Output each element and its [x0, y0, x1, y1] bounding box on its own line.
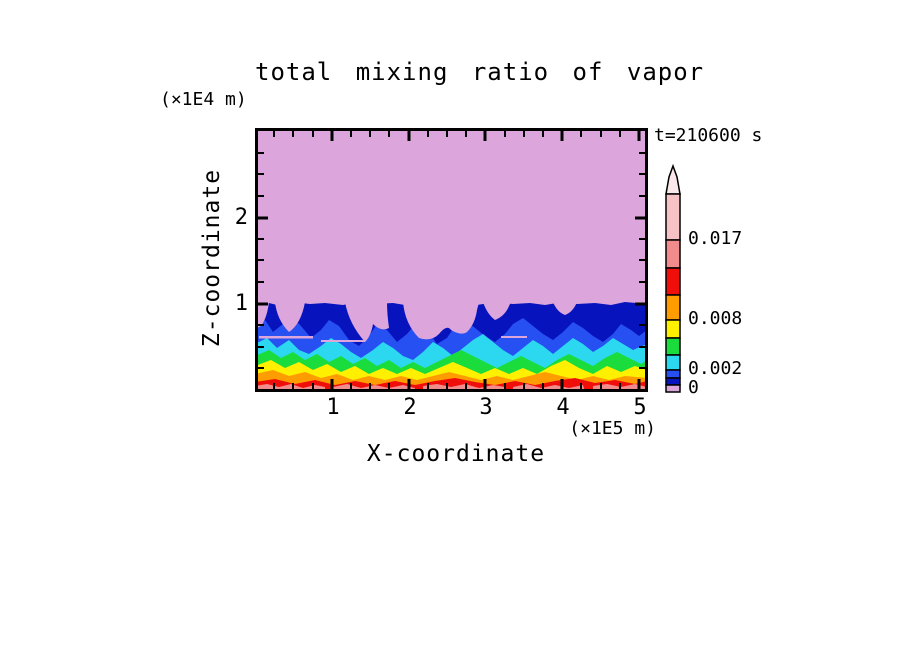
y-tick-label-2: 2: [234, 205, 248, 230]
colorbar-label-0008: 0.008: [688, 308, 743, 329]
y-axis-label: Z-coordinate: [199, 168, 225, 348]
cb-seg-navy: [665, 377, 681, 386]
colorbar-label-0017: 0.017: [688, 228, 743, 249]
plum-plumes: [255, 302, 577, 342]
contour-plot: [255, 128, 648, 392]
chart-title: total mixing ratio of vapor: [255, 58, 705, 86]
x-tick-label-5: 5: [633, 395, 647, 420]
axis-ticks: [258, 131, 645, 389]
x-axis-unit: (×1E5 m): [569, 418, 656, 439]
cb-seg-yellow: [665, 319, 681, 339]
y-tick-label-1: 1: [234, 291, 248, 316]
colorbar: [665, 164, 681, 393]
y-axis-unit: (×1E4 m): [160, 89, 247, 110]
cb-seg-orange: [665, 294, 681, 321]
x-tick-label-1: 1: [326, 395, 340, 420]
cb-seg-green: [665, 337, 681, 356]
cb-seg-red: [665, 267, 681, 296]
x-tick-label-2: 2: [403, 395, 417, 420]
time-annotation: t=210600 s: [654, 125, 763, 146]
x-tick-label-3: 3: [479, 395, 493, 420]
x-axis-label: X-coordinate: [366, 441, 546, 467]
x-tick-label-4: 4: [556, 395, 570, 420]
cb-seg-blue: [665, 369, 681, 379]
cb-seg-plum: [665, 384, 681, 393]
plot-frame: [255, 128, 648, 392]
colorbar-label-0002: 0.002: [688, 358, 743, 379]
colorbar-overflow-arrow: [665, 164, 681, 195]
colorbar-label-0: 0: [688, 377, 699, 398]
cb-seg-light-pink: [665, 193, 681, 241]
cb-seg-salmon: [665, 239, 681, 269]
cb-seg-cyan: [665, 354, 681, 371]
